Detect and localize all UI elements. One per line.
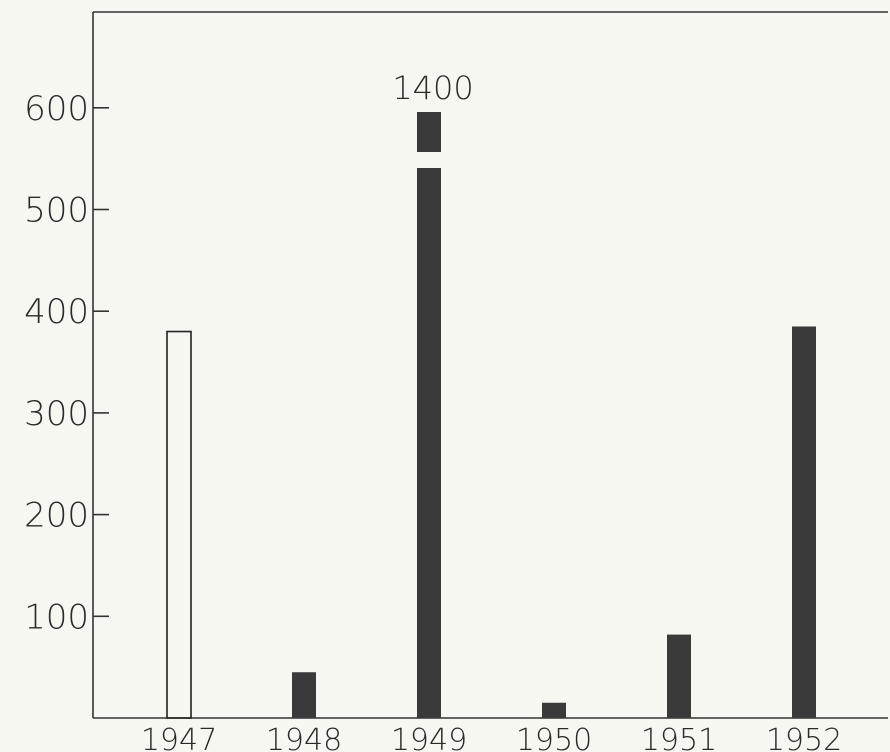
bar-1948 <box>292 672 316 718</box>
y-tick-label: 600 <box>24 89 89 129</box>
x-tick-labels: 1947 1948 1949 1950 1951 1952 <box>141 723 842 752</box>
x-tick-label: 1950 <box>516 723 592 752</box>
y-tick-label: 200 <box>24 496 89 536</box>
x-tick-label: 1952 <box>766 723 842 752</box>
bars <box>166 112 816 719</box>
bar-1949 <box>417 168 441 718</box>
bar-1950 <box>542 702 566 718</box>
x-tick-label: 1951 <box>641 723 717 752</box>
data-label-1949: 1400 <box>392 69 473 107</box>
annotations: 1400 <box>392 69 473 107</box>
y-tick-label: 300 <box>24 394 89 434</box>
y-tick-label: 100 <box>24 597 89 637</box>
bar-1951 <box>667 634 691 718</box>
y-tick-label: 500 <box>24 191 89 231</box>
x-tick-label: 1947 <box>141 723 217 752</box>
bar-1949-top-segment <box>417 112 441 152</box>
y-ticks: 100 200 300 400 500 600 <box>24 89 109 637</box>
bar-1947 <box>166 330 192 719</box>
x-tick-label: 1949 <box>391 723 467 752</box>
y-tick-label: 400 <box>24 292 89 332</box>
x-tick-label: 1948 <box>266 723 342 752</box>
axes <box>92 11 888 719</box>
bar-1952 <box>792 326 816 718</box>
